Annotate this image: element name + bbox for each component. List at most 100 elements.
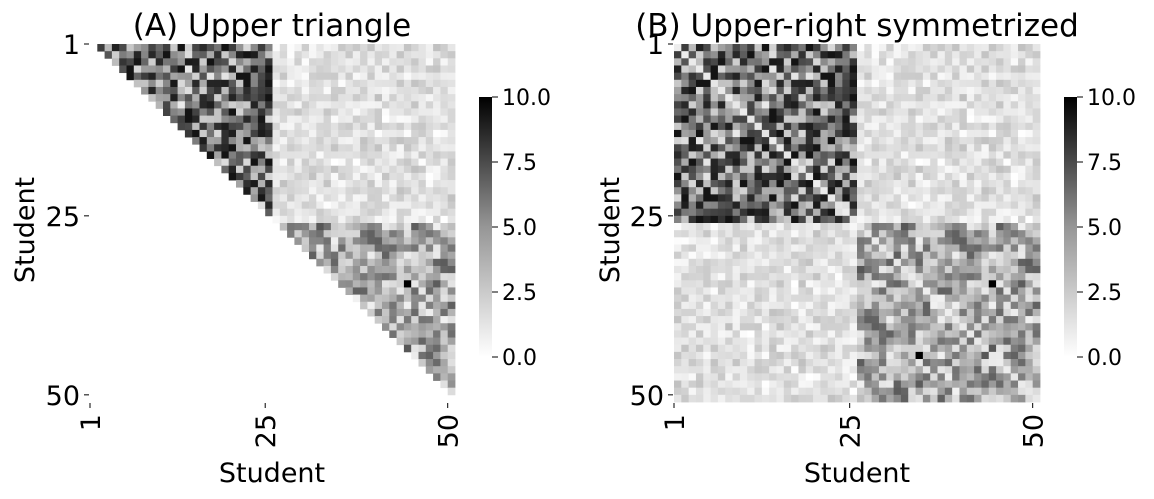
heatmap-cell bbox=[791, 258, 799, 267]
heatmap-cell bbox=[900, 394, 909, 403]
heatmap-cell bbox=[849, 101, 858, 109]
heatmap-cell bbox=[717, 380, 726, 389]
heatmap-cell bbox=[878, 366, 887, 374]
heatmap-cell bbox=[886, 86, 894, 95]
heatmap-cell bbox=[725, 380, 733, 389]
heatmap-cell bbox=[695, 172, 704, 181]
heatmap-cell bbox=[981, 65, 990, 74]
heatmap-cell bbox=[243, 158, 251, 167]
heatmap-cell bbox=[403, 258, 412, 267]
heatmap-cell bbox=[703, 323, 711, 331]
heatmap-cell bbox=[776, 144, 785, 152]
heatmap-cell bbox=[732, 137, 741, 145]
heatmap-cell bbox=[1010, 187, 1019, 195]
heatmap-cell bbox=[688, 273, 697, 281]
heatmap-cell bbox=[440, 273, 449, 281]
heatmap-cell bbox=[930, 237, 938, 245]
heatmap-cell bbox=[163, 65, 171, 74]
heatmap-cell bbox=[294, 108, 303, 116]
heatmap-cell bbox=[695, 58, 704, 66]
heatmap-cell bbox=[813, 359, 821, 367]
heatmap-cell bbox=[937, 380, 946, 389]
heatmap-cell bbox=[747, 244, 755, 253]
heatmap-cell bbox=[747, 180, 755, 188]
heatmap-cell bbox=[864, 366, 873, 374]
heatmap-cell bbox=[966, 172, 975, 181]
heatmap-cell bbox=[835, 337, 843, 346]
heatmap-cell bbox=[243, 58, 251, 66]
heatmap-cell bbox=[411, 51, 419, 59]
heatmap-cell bbox=[447, 58, 456, 66]
heatmap-cell bbox=[900, 294, 909, 303]
heatmap-cell bbox=[988, 44, 997, 52]
heatmap-cell bbox=[148, 65, 157, 74]
heatmap-cell bbox=[900, 165, 909, 174]
heatmap-cell bbox=[688, 86, 697, 95]
heatmap-cell bbox=[170, 79, 178, 88]
heatmap-cell bbox=[717, 165, 726, 174]
heatmap-cell bbox=[878, 151, 887, 159]
heatmap-cell bbox=[827, 101, 836, 109]
heatmap-cell bbox=[842, 165, 851, 174]
heatmap-cell bbox=[330, 244, 339, 253]
heatmap-cell bbox=[425, 51, 434, 59]
heatmap-cell bbox=[688, 351, 697, 360]
heatmap-cell bbox=[1003, 201, 1012, 210]
heatmap-cell bbox=[243, 44, 251, 52]
heatmap-cell bbox=[382, 115, 390, 124]
heatmap-cell bbox=[214, 129, 222, 138]
heatmap-cell bbox=[761, 165, 770, 174]
heatmap-cell bbox=[769, 194, 777, 202]
heatmap-cell bbox=[367, 79, 376, 88]
heatmap-cell bbox=[338, 208, 346, 217]
heatmap-cell bbox=[835, 122, 843, 131]
heatmap-cell bbox=[864, 287, 873, 295]
heatmap-cell bbox=[330, 44, 339, 52]
heatmap-cell bbox=[681, 265, 690, 274]
heatmap-cell bbox=[425, 151, 434, 159]
heatmap-cell bbox=[988, 394, 997, 403]
heatmap-cell bbox=[952, 101, 960, 109]
heatmap-cell bbox=[857, 273, 865, 281]
heatmap-cell bbox=[440, 94, 449, 102]
heatmap-cell bbox=[981, 101, 990, 109]
heatmap-cell bbox=[776, 230, 785, 238]
heatmap-cell bbox=[747, 373, 755, 381]
heatmap-cell bbox=[981, 72, 990, 81]
heatmap-cell bbox=[878, 316, 887, 324]
heatmap-cell bbox=[835, 44, 843, 52]
heatmap-cell bbox=[301, 187, 310, 195]
heatmap-cell bbox=[301, 194, 310, 202]
heatmap-cell bbox=[893, 337, 902, 346]
heatmap-cell bbox=[981, 79, 990, 88]
heatmap-cell bbox=[382, 86, 390, 95]
heatmap-cell bbox=[717, 187, 726, 195]
heatmap-cell bbox=[959, 215, 968, 224]
heatmap-cell bbox=[864, 180, 873, 188]
heatmap-cell bbox=[761, 394, 770, 403]
heatmap-cell bbox=[374, 223, 383, 231]
heatmap-cell bbox=[966, 394, 975, 403]
heatmap-cell bbox=[930, 337, 938, 346]
heatmap-cell bbox=[345, 151, 354, 159]
heatmap-cell bbox=[287, 86, 295, 95]
heatmap-cell bbox=[309, 108, 317, 116]
heatmap-cell bbox=[857, 251, 865, 260]
heatmap-cell bbox=[338, 129, 346, 138]
heatmap-cell bbox=[352, 201, 361, 210]
heatmap-cell bbox=[842, 144, 851, 152]
heatmap-cell bbox=[272, 51, 281, 59]
heatmap-cell bbox=[996, 330, 1004, 338]
heatmap-cell bbox=[382, 122, 390, 131]
heatmap-cell bbox=[761, 72, 770, 81]
heatmap-cell bbox=[695, 337, 704, 346]
heatmap-cell bbox=[769, 230, 777, 238]
heatmap-cell bbox=[952, 201, 960, 210]
heatmap-cell bbox=[739, 308, 748, 317]
heatmap-cell bbox=[798, 287, 807, 295]
heatmap-cell bbox=[739, 244, 748, 253]
heatmap-cell bbox=[820, 244, 829, 253]
heatmap-cell bbox=[908, 187, 916, 195]
heatmap-cell bbox=[783, 158, 792, 167]
heatmap-cell bbox=[732, 387, 741, 396]
